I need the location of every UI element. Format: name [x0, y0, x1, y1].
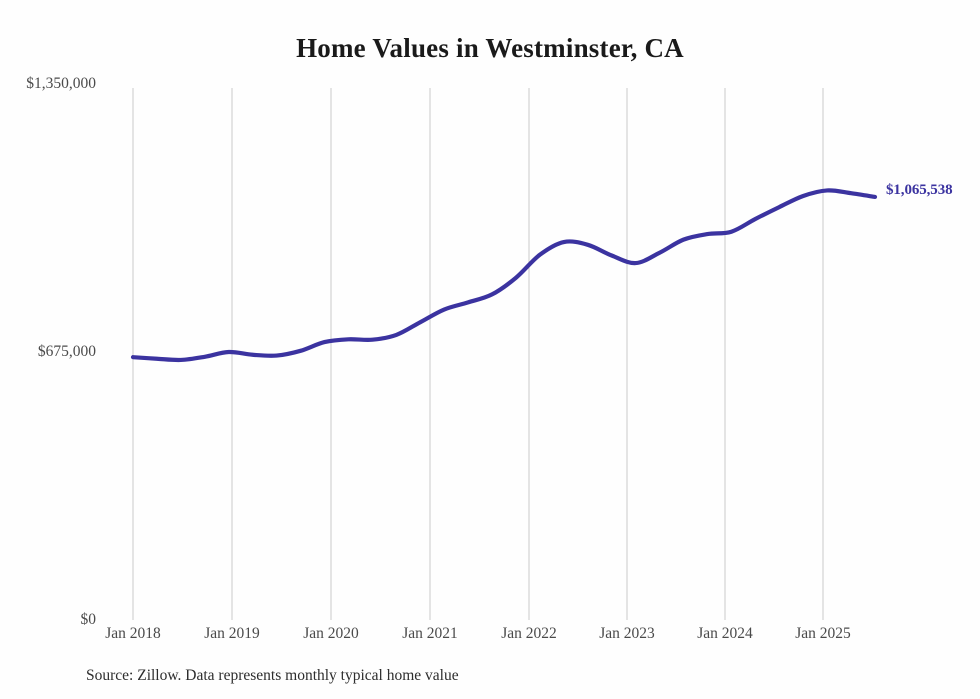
x-axis-tick-label: Jan 2025: [795, 625, 851, 642]
x-axis-tick-label: Jan 2023: [599, 625, 655, 642]
y-axis-tick-label: $675,000: [37, 343, 96, 360]
y-axis-tick-label: $1,350,000: [26, 75, 96, 92]
x-axis-tick-label: Jan 2020: [303, 625, 359, 642]
chart-title: Home Values in Westminster, CA: [296, 33, 684, 63]
x-axis-tick-label: Jan 2019: [204, 625, 260, 642]
x-axis-tick-label: Jan 2022: [501, 625, 557, 642]
x-axis-tick-label: Jan 2021: [402, 625, 458, 642]
end-value-annotation: $1,065,538: [886, 182, 953, 198]
source-note: Source: Zillow. Data represents monthly …: [86, 667, 459, 684]
data-line-typical-home-value: [130, 188, 878, 363]
x-axis-tick-label: Jan 2024: [697, 625, 753, 642]
x-axis-tick-label: Jan 2018: [105, 625, 161, 642]
y-axis-tick-label: $0: [80, 611, 97, 628]
